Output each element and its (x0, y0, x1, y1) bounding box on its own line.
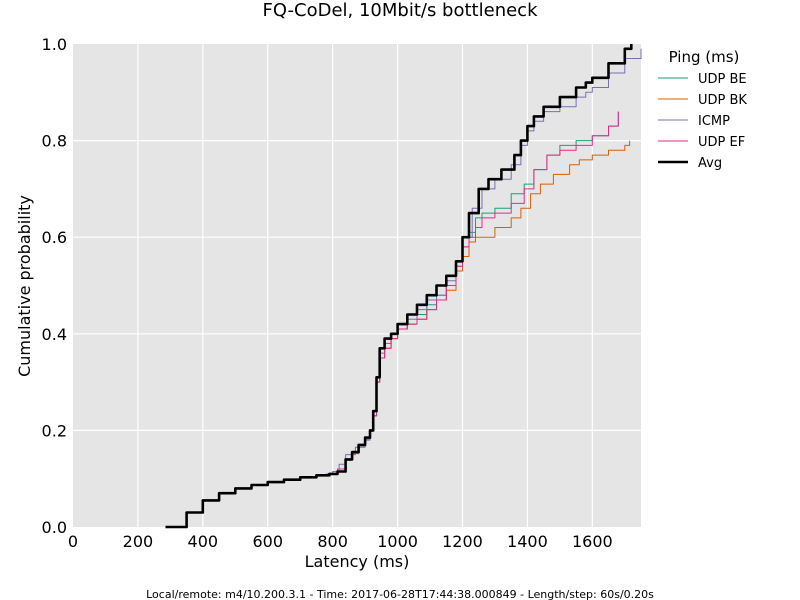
y-tick-label: 0.6 (42, 228, 67, 247)
x-tick-label: 1600 (572, 532, 613, 551)
x-tick-label: 1200 (442, 532, 483, 551)
x-tick-label: 800 (317, 532, 348, 551)
legend-item-avg: Avg (658, 156, 722, 171)
x-tick-label: 200 (123, 532, 154, 551)
y-tick-label: 0.8 (42, 132, 67, 151)
series-line-avg (165, 44, 633, 529)
grid-lines (73, 44, 641, 527)
x-tick-label: 0 (68, 532, 78, 551)
legend-label: ICMP (698, 114, 730, 129)
x-tick-label: 1000 (377, 532, 418, 551)
series-avg (165, 44, 633, 529)
y-tick-label: 1.0 (42, 35, 67, 54)
plot-area (73, 44, 641, 527)
legend: Ping (ms) UDP BE UDP BK ICMP UDP EF Avg (658, 48, 747, 171)
legend-title: Ping (ms) (669, 48, 740, 66)
footer-info: Local/remote: m4/10.200.3.1 - Time: 2017… (146, 588, 654, 600)
y-tick-label: 0.0 (42, 518, 67, 537)
legend-item-udp-be: UDP BE (658, 72, 747, 87)
legend-item-icmp: ICMP (658, 114, 730, 129)
chart-title: FQ-CoDel, 10Mbit/s bottleneck (263, 0, 539, 21)
legend-label: UDP BE (698, 72, 747, 87)
legend-label: Avg (698, 156, 722, 171)
x-axis-ticks: 0 200 400 600 800 1000 1200 1400 1600 (68, 532, 613, 551)
x-tick-label: 1400 (507, 532, 548, 551)
y-tick-label: 0.2 (42, 421, 67, 440)
x-tick-label: 400 (188, 532, 219, 551)
y-axis-ticks: 0.0 0.2 0.4 0.6 0.8 1.0 (42, 35, 67, 537)
series-layer (165, 44, 642, 529)
y-axis-label: Cumulative probability (15, 195, 34, 377)
y-tick-label: 0.4 (42, 325, 67, 344)
legend-label: UDP BK (698, 93, 747, 108)
legend-item-udp-bk: UDP BK (658, 93, 747, 108)
legend-label: UDP EF (698, 135, 745, 150)
legend-item-udp-ef: UDP EF (658, 135, 745, 150)
x-tick-label: 600 (252, 532, 283, 551)
x-axis-label: Latency (ms) (305, 552, 410, 571)
